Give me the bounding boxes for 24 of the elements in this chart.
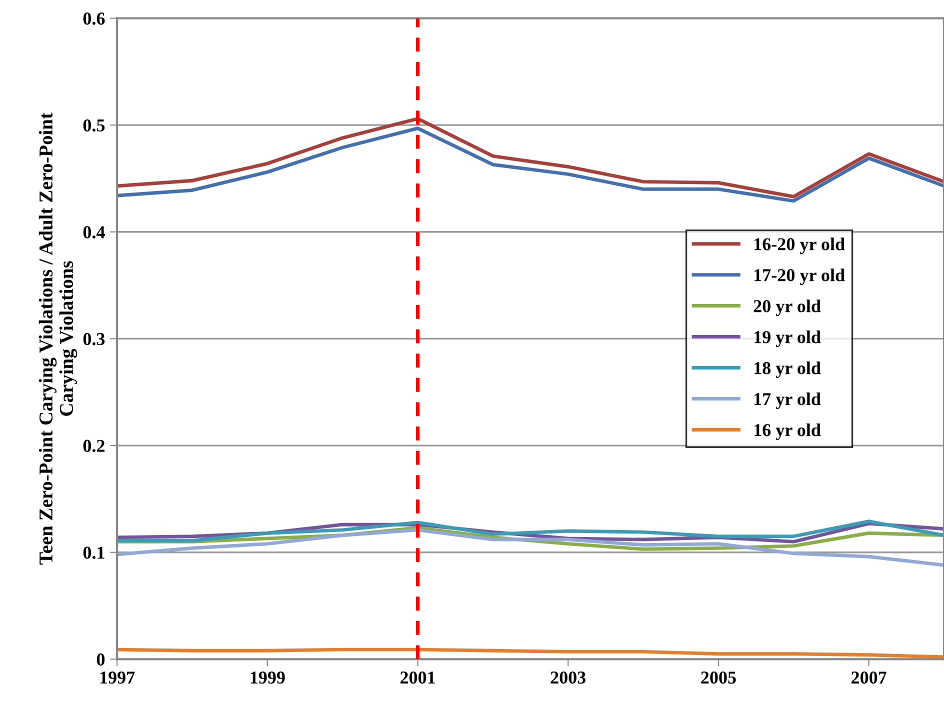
x-tick-label: 2005: [701, 672, 736, 684]
legend-label: 16-20 yr old: [754, 238, 845, 254]
legend-label: 20 yr old: [754, 300, 821, 316]
legend-label: 18 yr old: [754, 362, 821, 378]
y-axis-title: Teen Zero-Point Carying Violations / Adult Zero-Point Carying Violations: [38, 112, 78, 565]
y-tick-label: 0.5: [83, 119, 105, 132]
legend-label: 19 yr old: [754, 330, 821, 347]
legend-label: 17-20 yr old: [754, 268, 845, 286]
y-tick-label: 0.1: [83, 546, 104, 559]
x-tick-label: 2003: [550, 672, 586, 684]
x-tick-label: 1999: [250, 672, 285, 684]
x-tick-label: 1997: [100, 672, 135, 684]
y-tick-label: 0: [96, 653, 105, 666]
line-series: [117, 116, 944, 198]
y-tick-label: 0.3: [83, 332, 105, 346]
legend-label: 17 yr old: [754, 392, 821, 409]
x-tick-label: 2001: [400, 672, 435, 684]
y-tick-label: 0.4: [83, 226, 105, 238]
x-tick-label: 2007: [852, 672, 886, 684]
y-tick-label: 0.2: [83, 440, 104, 452]
line-series: [117, 126, 944, 203]
legend-label: 16 yr old: [754, 423, 821, 440]
y-tick-label: 0.6: [83, 12, 105, 25]
line-series: [117, 528, 944, 567]
